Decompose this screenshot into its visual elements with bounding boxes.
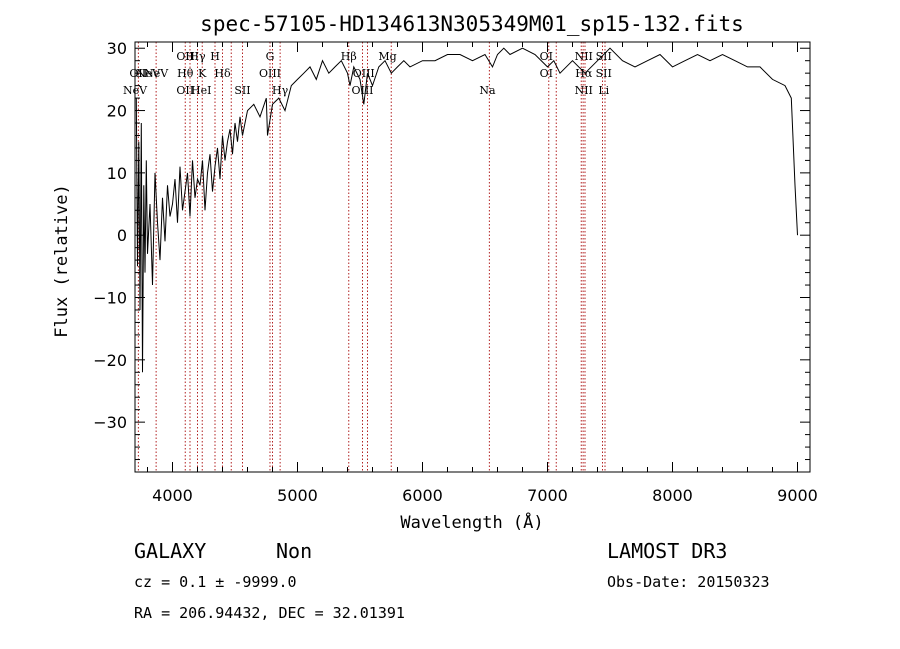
line-label: Li [598, 84, 609, 97]
y-tick-label: 30 [107, 39, 127, 58]
x-tick-label: 6000 [402, 486, 443, 505]
line-label: OI [540, 67, 553, 80]
line-label: SII [596, 50, 612, 63]
line-label: Na [479, 84, 496, 97]
line-label: Mg [378, 50, 396, 63]
obs-date: Obs-Date: 20150323 [607, 573, 770, 591]
line-label: K [198, 67, 207, 80]
y-axis-label: Flux (relative) [52, 184, 72, 338]
line-label: OIII [351, 84, 373, 97]
survey-name: LAMOST DR3 [607, 539, 728, 563]
line-label: Hδ [214, 67, 231, 80]
subclass: Non [276, 539, 313, 563]
y-axis-ticks: −30 −20 −10 0 10 20 30 [93, 39, 810, 461]
line-label: G [266, 50, 275, 63]
chart-title: spec-57105-HD134613N305349M01_sp15-132.f… [200, 12, 744, 36]
line-label: OII [176, 50, 194, 63]
line-label: NII [575, 84, 593, 97]
line-label: NeV [123, 84, 148, 97]
spectrum-line [135, 47, 798, 373]
line-label: OI [540, 50, 553, 63]
y-tick-label: 10 [107, 164, 127, 183]
x-tick-label: 7000 [527, 486, 568, 505]
y-tick-label: −10 [93, 289, 127, 308]
y-tick-label: −30 [93, 413, 127, 432]
line-label: Hθ [177, 67, 194, 80]
y-tick-label: −20 [93, 351, 127, 370]
line-label: NeV [136, 67, 161, 80]
line-label: NeV [144, 67, 169, 80]
coordinates: RA = 206.94432, DEC = 32.01391 [134, 604, 405, 622]
line-label: Hγ [272, 84, 289, 97]
x-tick-label: 4000 [152, 486, 193, 505]
line-label: H [185, 50, 195, 63]
line-label: Hβ [341, 50, 357, 63]
line-label: Hα [575, 67, 593, 80]
line-label: OIII [259, 67, 281, 80]
line-label: H [210, 50, 220, 63]
x-tick-label: 9000 [777, 486, 818, 505]
y-tick-label: 20 [107, 102, 127, 121]
x-axis-ticks: 4000 5000 6000 7000 8000 9000 [147, 42, 818, 505]
line-label: SII [596, 67, 612, 80]
line-label: SII [234, 84, 250, 97]
classification: GALAXY [134, 539, 207, 563]
x-tick-label: 5000 [277, 486, 318, 505]
line-label: OII [176, 84, 194, 97]
x-tick-label: 8000 [652, 486, 693, 505]
x-axis-label: Wavelength (Å) [400, 511, 543, 533]
plot-frame [134, 41, 811, 473]
line-label: Hγ [189, 50, 206, 63]
redshift-value: cz = 0.1 ± -9999.0 [134, 573, 297, 591]
spectral-line-markers [137, 42, 606, 472]
line-label: HeI [191, 84, 211, 97]
line-label: NII [575, 50, 593, 63]
y-tick-label: 0 [117, 226, 127, 245]
line-label: OIII [353, 67, 375, 80]
